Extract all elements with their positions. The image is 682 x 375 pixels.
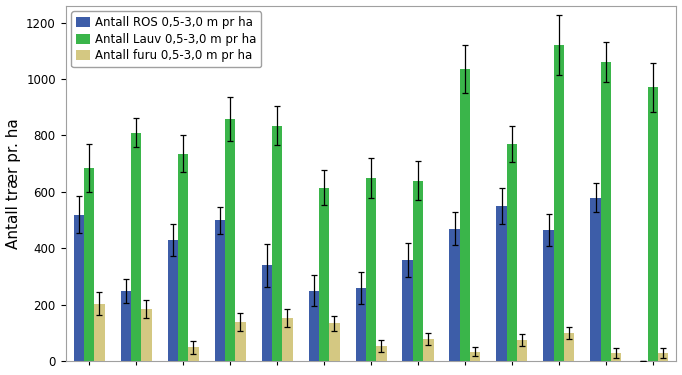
Bar [329, 323, 340, 362]
Bar [423, 339, 434, 362]
Bar [141, 309, 151, 362]
Bar [74, 214, 84, 362]
Bar [460, 69, 470, 362]
Bar [564, 333, 574, 362]
Bar [319, 188, 329, 362]
Bar [308, 291, 319, 362]
Bar [131, 133, 141, 362]
Bar [94, 303, 104, 362]
Bar [225, 118, 235, 362]
Bar [544, 230, 554, 362]
Bar [376, 346, 387, 362]
Bar [507, 144, 517, 362]
Bar [611, 353, 621, 362]
Bar [178, 154, 188, 362]
Bar [215, 220, 225, 362]
Y-axis label: Antall trær pr. ha: Antall trær pr. ha [5, 118, 20, 249]
Legend: Antall ROS 0,5-3,0 m pr ha, Antall Lauv 0,5-3,0 m pr ha, Antall furu 0,5-3,0 m p: Antall ROS 0,5-3,0 m pr ha, Antall Lauv … [72, 12, 261, 67]
Bar [282, 318, 293, 362]
Bar [355, 288, 366, 362]
Bar [235, 322, 246, 362]
Bar [413, 181, 423, 362]
Bar [366, 178, 376, 362]
Bar [591, 198, 601, 362]
Bar [658, 353, 668, 362]
Bar [648, 87, 658, 362]
Bar [261, 266, 272, 362]
Bar [601, 62, 611, 362]
Bar [496, 206, 507, 362]
Bar [121, 291, 131, 362]
Bar [554, 45, 564, 362]
Bar [84, 168, 94, 362]
Bar [188, 347, 198, 362]
Bar [168, 240, 178, 362]
Bar [402, 260, 413, 362]
Bar [449, 229, 460, 362]
Bar [470, 351, 481, 361]
Bar [517, 340, 527, 362]
Bar [272, 126, 282, 362]
